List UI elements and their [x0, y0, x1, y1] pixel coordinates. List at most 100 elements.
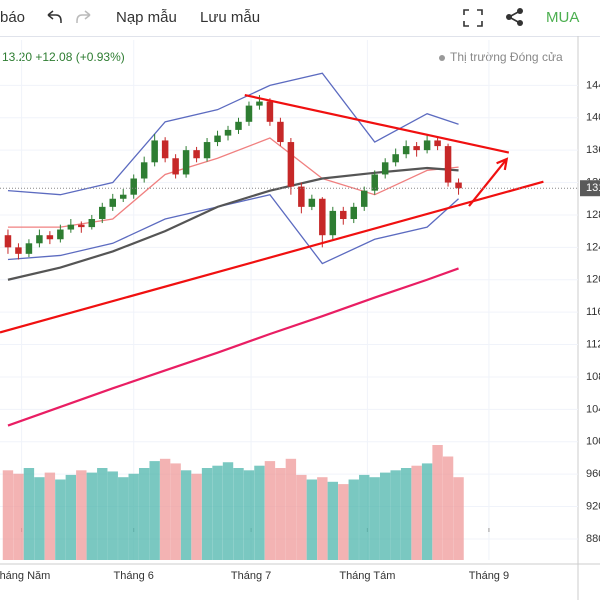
candle-body — [151, 140, 158, 163]
status-dot — [439, 55, 445, 61]
y-tick-label: 1000 — [586, 436, 600, 448]
volume-bar — [369, 477, 380, 560]
volume-bar — [254, 465, 265, 560]
volume-bar — [432, 445, 443, 560]
market-status: Thị trường Đóng cửa — [450, 50, 563, 64]
buy-button[interactable]: MUA — [546, 9, 580, 26]
volume-bar — [138, 468, 150, 560]
candle-body — [340, 210, 347, 220]
x-tick-label: Tháng Năm — [0, 570, 50, 582]
volume-bar — [65, 474, 77, 560]
chart: 13.20 +12.08 (+0.93%) Thị trường Đóng cử… — [0, 36, 600, 600]
volume-bar — [2, 470, 14, 560]
candle-body — [444, 146, 452, 183]
volume-bar — [23, 468, 35, 560]
candle-body — [402, 146, 410, 155]
candle-body — [266, 101, 274, 122]
fullscreen[interactable] — [462, 8, 484, 28]
volume-bar — [76, 470, 87, 560]
candle-body — [36, 235, 43, 244]
toolbar: báo Nạp mẫu Lưu mẫu MUA — [0, 0, 600, 37]
candle-body — [109, 198, 116, 207]
y-tick-label: 1400 — [586, 112, 600, 124]
x-tick-label: Tháng 7 — [231, 570, 271, 582]
volume-bar — [107, 471, 118, 560]
volume-bar — [379, 472, 391, 560]
volume-bar — [201, 468, 213, 560]
candle-body — [57, 229, 64, 240]
y-tick-label: 1080 — [586, 371, 600, 383]
volume-bar — [128, 473, 139, 560]
candle-body — [78, 224, 85, 228]
candle-body — [172, 158, 179, 175]
volume-bar — [170, 463, 181, 560]
candle-body — [423, 140, 431, 151]
y-tick-label: 880 — [586, 533, 600, 545]
candle-body — [161, 140, 169, 159]
volume-bar — [275, 468, 286, 560]
volume-bar — [296, 474, 307, 560]
indicator-line — [7, 267, 459, 427]
candle-body — [214, 135, 221, 143]
candle-body — [319, 198, 326, 236]
candle-body — [224, 129, 232, 136]
price-tag-label: 1313 — [586, 182, 600, 194]
indicator-line — [7, 193, 459, 265]
candle-body — [140, 162, 148, 179]
candle-body — [434, 140, 441, 147]
candle-body — [455, 182, 462, 189]
volume-bar — [359, 474, 370, 560]
x-tick-label: Tháng Tám — [339, 570, 395, 582]
arrow-head — [496, 157, 509, 171]
volume-bar — [306, 479, 318, 560]
volume-bar — [400, 468, 412, 560]
candle-body — [193, 150, 200, 159]
y-tick-label: 1280 — [586, 209, 600, 221]
y-tick-label: 1040 — [586, 403, 600, 415]
y-tick-label: 1440 — [586, 79, 600, 91]
candle-body — [88, 219, 96, 228]
volume-bar — [442, 456, 454, 560]
indicator-line — [7, 137, 459, 228]
x-tick-label: Tháng 9 — [469, 570, 509, 582]
candle-body — [381, 162, 389, 175]
candle-body — [46, 235, 54, 240]
y-tick-label: 1160 — [586, 306, 600, 318]
candle-body — [4, 235, 12, 248]
volume-bar — [55, 479, 66, 560]
candle-body — [329, 210, 337, 236]
indicator-line — [7, 72, 459, 196]
volume-bar — [97, 468, 108, 560]
volume-bar — [13, 473, 24, 560]
volume-bar — [191, 473, 202, 560]
save-template[interactable]: Lưu mẫu — [200, 9, 261, 26]
volume-bar — [222, 462, 234, 560]
volume-bar — [159, 458, 171, 560]
volume-bar — [180, 470, 192, 560]
trendline — [0, 180, 544, 334]
candle-body — [392, 154, 399, 163]
price-tag — [580, 180, 600, 197]
share[interactable] — [505, 7, 525, 27]
volume-bar — [348, 479, 359, 560]
volume-bar — [149, 461, 160, 560]
candle-body — [308, 198, 316, 207]
volume-bar — [285, 458, 297, 560]
candle-body — [119, 194, 127, 199]
candle-body — [413, 146, 420, 151]
candle-body — [203, 142, 211, 159]
candle-body — [256, 101, 263, 106]
load-template[interactable]: Nạp mẫu — [116, 9, 177, 26]
volume-bar — [118, 477, 129, 560]
volume-bar — [317, 477, 328, 560]
candle-body — [350, 206, 358, 220]
menu-text[interactable]: báo — [0, 9, 26, 26]
candle-body — [99, 206, 106, 220]
volume-bar — [212, 465, 223, 560]
volume-bar — [243, 470, 255, 560]
y-tick-label: 1240 — [586, 241, 600, 253]
candle-body — [360, 190, 368, 207]
undo-redo[interactable] — [44, 9, 94, 27]
volume-bar — [44, 472, 56, 560]
